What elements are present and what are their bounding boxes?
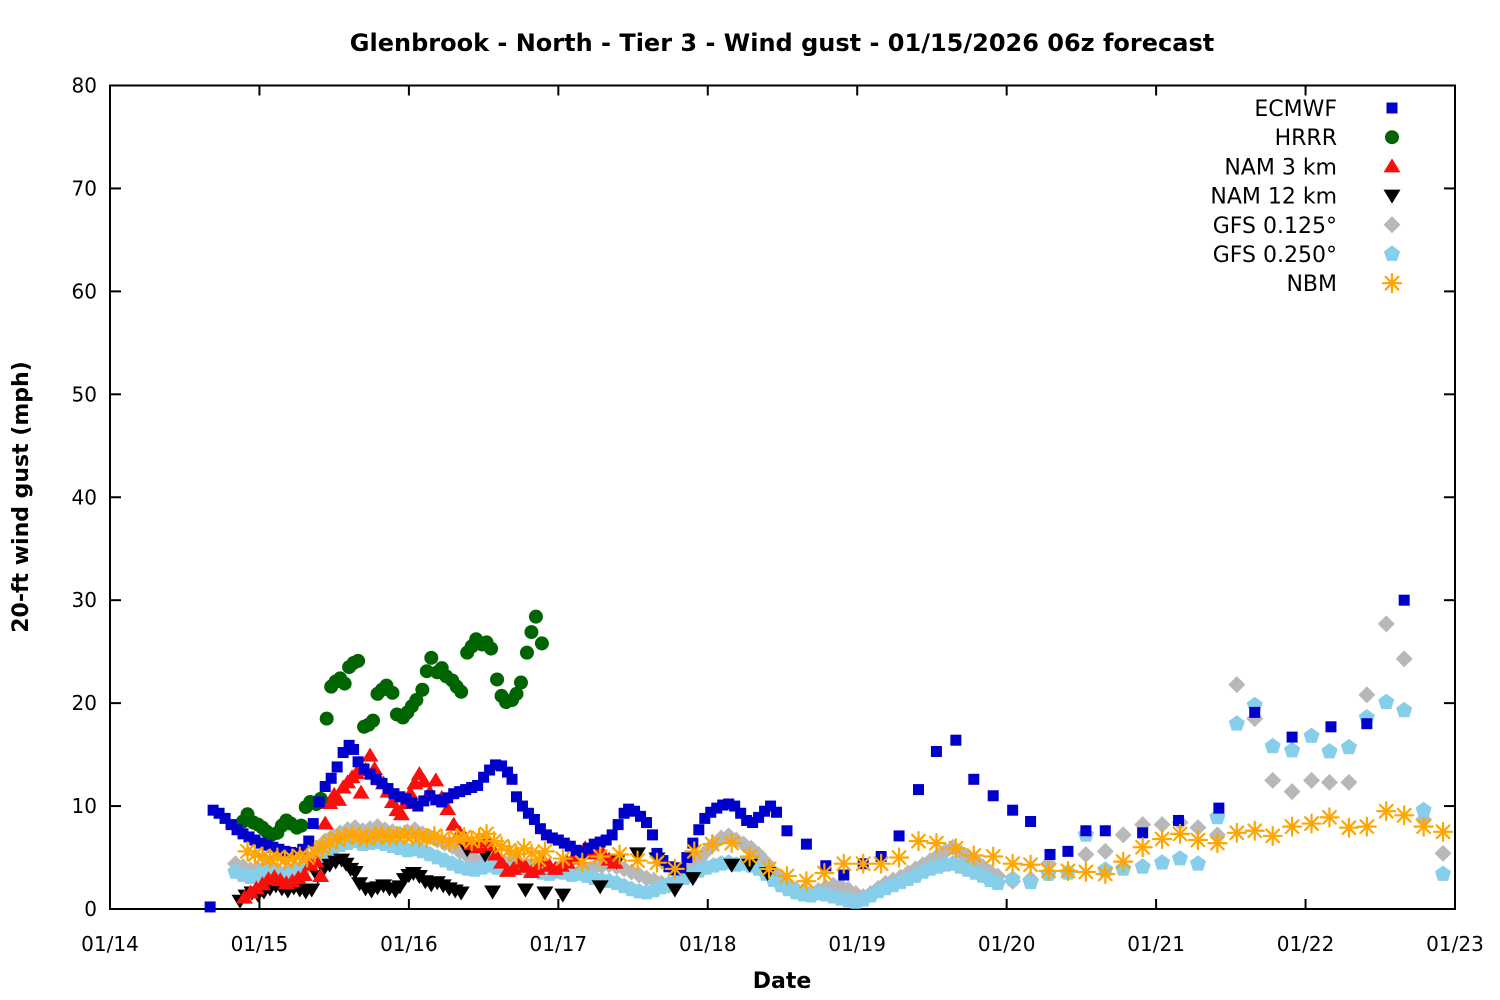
axes: 01/14 01/15 01/16 01/17 01/18 01/19 01/20 01/21… [72,74,1484,957]
ecmwf-marker-icon [1386,102,1398,114]
y-tick-label: 40 [72,485,97,509]
legend-label-nam_3km: NAM 3 km [1224,155,1337,180]
x-tick-label: 01/21 [1127,932,1185,956]
x-axis-label: Date [753,969,812,994]
chart-title: Glenbrook - North - Tier 3 - Wind gust -… [350,29,1214,57]
series-gfs_0125 [227,615,1452,906]
legend-label-gfs_0250: GFS 0.250° [1213,243,1337,268]
x-tick-label: 01/23 [1426,932,1484,956]
x-tick-label: 01/18 [679,932,737,956]
x-tick-label: 01/19 [828,932,886,956]
x-tick-label: 01/17 [530,932,588,956]
gfs_0125-marker-icon [1383,216,1401,234]
x-tick-label: 01/16 [380,932,438,956]
x-tick-label: 01/22 [1277,932,1335,956]
series-ecmwf [204,594,1410,913]
legend-item-nam_12km: NAM 12 km [1210,185,1401,210]
x-tick-label: 01/20 [978,932,1036,956]
nam_12km-marker-icon [1383,189,1401,204]
y-tick-label: 10 [72,794,97,818]
y-tick-label: 0 [84,897,97,921]
legend-label-gfs_0125: GFS 0.125° [1213,214,1337,239]
y-tick-label: 20 [72,691,97,715]
legend-label-nam_12km: NAM 12 km [1210,185,1337,210]
legend-label-ecmwf: ECMWF [1254,97,1337,122]
legend: ECMWF HRRR NAM 3 km NAM 12 km GFS 0.125° GFS … [1210,97,1403,297]
legend-item-hrrr: HRRR [1275,126,1399,151]
series-nbm [237,801,1454,892]
nam_3km-marker-icon [1383,158,1401,173]
x-tick-label: 01/14 [81,932,139,956]
data-points [204,594,1454,913]
y-axis-label: 20-ft wind gust (mph) [9,361,34,633]
y-tick-label: 50 [72,382,97,406]
y-tick-label: 30 [72,588,97,612]
legend-label-hrrr: HRRR [1275,126,1337,151]
nbm-marker-icon [1381,273,1403,294]
gfs_0250-marker-icon [1383,245,1401,261]
series-hrrr [236,609,549,842]
legend-label-nbm: NBM [1286,272,1337,297]
legend-item-ecmwf: ECMWF [1254,97,1398,122]
legend-item-nam_3km: NAM 3 km [1224,155,1401,180]
y-tick-label: 70 [72,176,97,200]
y-tick-label: 60 [72,279,97,303]
legend-item-nbm: NBM [1286,272,1403,297]
legend-item-gfs_0125: GFS 0.125° [1213,214,1401,239]
y-tick-label: 80 [72,74,97,98]
x-tick-label: 01/15 [231,932,289,956]
legend-item-gfs_0250: GFS 0.250° [1213,243,1401,268]
hrrr-marker-icon [1385,130,1399,145]
